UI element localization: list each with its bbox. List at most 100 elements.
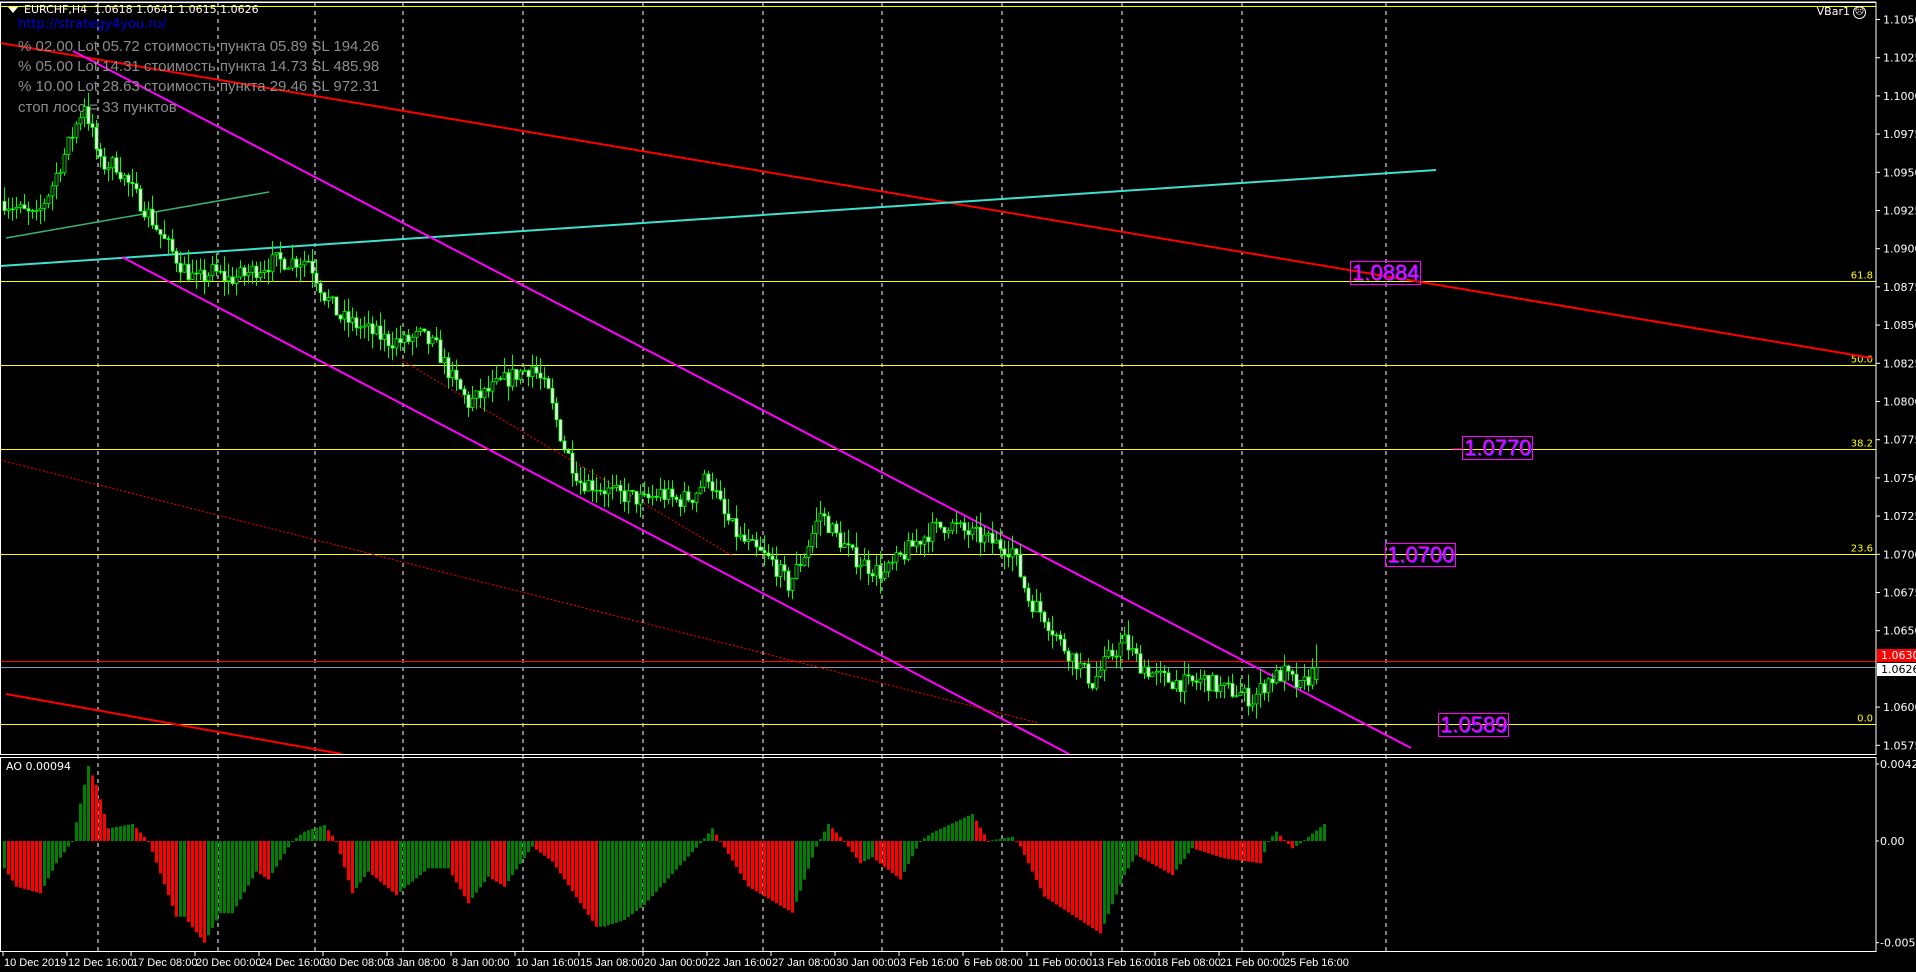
candle-body [1150,672,1155,678]
candle-body [514,369,519,380]
ao-bar [1059,841,1062,908]
candle-body [1198,678,1203,683]
ao-bar [175,841,178,917]
ao-bar [979,827,982,841]
cyan-trendline[interactable] [0,169,1437,267]
ao-bar [163,841,166,885]
ao-bar [835,832,838,841]
ao-bar [1187,841,1190,854]
ao-bar [807,841,810,869]
candle-body [1306,676,1311,686]
ao-bar [1223,841,1226,859]
candle-body [1014,548,1019,555]
candle-body [722,498,727,515]
candle-body [1262,683,1267,694]
candle-body [1178,680,1183,693]
ao-bar [1163,841,1166,871]
ao-bar [119,826,122,841]
ao-bar [263,841,266,877]
red-dotted-line-short[interactable] [402,360,734,557]
ao-bar [523,841,526,859]
ao-bar [819,839,822,841]
candle-body [518,370,523,380]
price-label-box[interactable]: 1.0700 [1385,542,1457,567]
ao-bar [471,841,474,898]
candle-body [302,260,307,266]
red-trendline-upper[interactable] [0,42,1873,359]
candle-body [870,573,875,577]
candle-body [970,527,975,536]
ao-bar [143,836,146,841]
ao-bar [311,828,314,841]
channel-upper-line[interactable] [72,50,1412,749]
candle-body [982,534,987,543]
ao-bar [1179,841,1182,865]
candle-body [230,276,235,285]
ao-bar [1147,841,1150,862]
ao-bar [1271,836,1274,841]
red-trendline-lower[interactable] [5,693,343,755]
ao-bar [655,841,658,892]
ao-bar [1195,841,1198,850]
ao-bar [627,841,630,917]
candle-body [422,328,427,332]
ao-bar [995,839,998,841]
price-label-box[interactable]: 1.0770 [1462,435,1534,460]
candle-body [38,207,43,211]
candle-body [1006,554,1011,558]
candle-body [222,270,227,282]
ao-bar [431,841,434,869]
red-dotted-line[interactable] [0,459,1040,724]
ao-bar [579,841,582,904]
ao-tick-label: 0.00 [1880,835,1905,848]
price-tick-label: 1.0950 [1883,166,1916,179]
ao-bar [1079,841,1082,921]
price-markers: 1.0630 1.0626 [1877,649,1916,676]
collapse-triangle-icon[interactable] [8,7,18,13]
candle-body [474,390,479,399]
price-label-box[interactable]: 1.0884 [1350,260,1422,285]
trend-lines[interactable] [0,42,1873,755]
ao-bar [155,841,158,863]
time-tick-label: 21 Feb 00:00 [1220,957,1285,969]
ao-bar [327,830,330,841]
ao-bar [791,841,794,913]
ao-bar [475,841,478,893]
ao-bar [599,841,602,927]
ao-bar [659,841,662,888]
candle-body [742,534,747,542]
ao-bar [547,841,550,859]
candle-body [362,325,367,328]
ao-bar [639,841,642,908]
candle-body [138,188,143,212]
ao-bar [1303,840,1306,842]
candle-body [666,488,671,500]
candle-body [1174,680,1179,690]
ao-bar [1155,841,1158,867]
price-axis[interactable]: 1.1050 1.1025 1.1000 1.0975 1.0950 1.0925 1.09… [1876,14,1916,753]
ao-bar [679,841,682,866]
candle-body [94,127,99,150]
ao-bar [1227,841,1230,859]
ao-bar [963,817,966,841]
ao-bar [1051,841,1054,902]
ohlc-values: 1.0618 1.0641 1.0615 1.0626 [94,3,259,16]
candle-body [1314,666,1319,680]
price-tick-label: 1.0700 [1883,548,1916,561]
website-link[interactable]: http://strategy4you.ru/ [18,17,167,32]
price-label-box[interactable]: 1.0589 [1438,712,1510,737]
candle-body [482,387,487,399]
green-trendline[interactable] [5,191,270,239]
candle-body [1138,653,1143,674]
candle-body [530,366,535,378]
candle-body [934,521,939,524]
fibonacci-levels[interactable]: 0.0 23.6 38.2 50.0 61.8 [0,6,1876,725]
price-tick-label: 1.0750 [1883,472,1916,485]
candle-body [18,204,23,208]
channel-lower-line[interactable] [121,256,1070,755]
ao-bar [803,841,806,880]
candle-body [458,379,463,390]
candle-body [1278,669,1283,682]
